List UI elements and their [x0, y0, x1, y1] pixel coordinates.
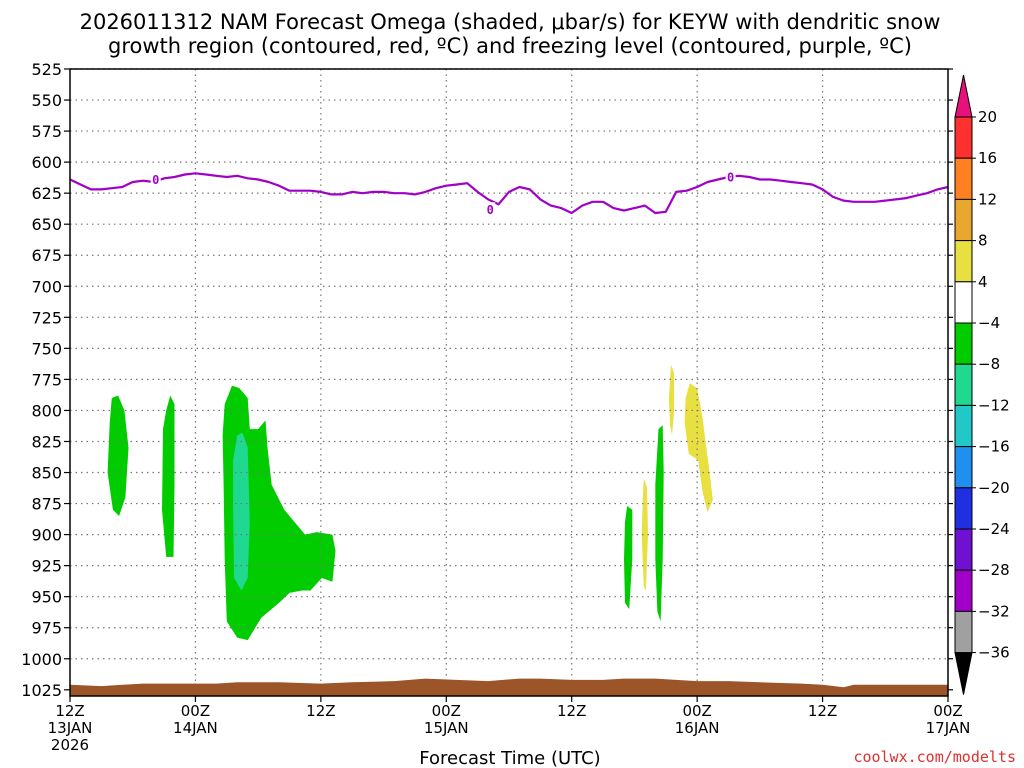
omega-region-1 [107, 395, 129, 516]
colorbar-label-3: 12 [978, 190, 997, 208]
colorbar-segment-1 [954, 116, 973, 159]
colorbar-segment-5 [954, 281, 973, 324]
plot-background [70, 69, 948, 696]
y-tick-label-875: 875 [31, 495, 62, 514]
x-tick-label-72-1: 12Z [808, 702, 837, 720]
omega-region-8 [668, 364, 675, 436]
plot-frame [69, 68, 949, 697]
colorbar-label-12: −28 [978, 561, 1010, 579]
y-tick-label-1000: 1000 [21, 650, 62, 669]
x-tick-label-48-1: 12Z [557, 702, 586, 720]
x-tick-label-12-2: 14JAN [173, 719, 218, 737]
omega-shading [107, 364, 713, 641]
y-tick-label-525: 525 [31, 60, 62, 79]
plot-border [69, 68, 949, 697]
x-tick-label-0-2: 13JAN [48, 719, 93, 737]
contour-label-bg-2 [485, 202, 496, 216]
freezing-level-line [69, 172, 949, 215]
x-tick-label-84-1: 00Z [933, 702, 962, 720]
colorbar: 20 16 12 8 4 −4 −8 −12 −16 −20 −24 −28 −32 −36 [954, 74, 1010, 695]
colorbar-segment-9 [954, 446, 973, 489]
x-tick-label-0-3: 2026 [51, 736, 89, 754]
colorbar-segment-6 [954, 322, 973, 365]
y-tick-label-775: 775 [31, 370, 62, 389]
omega-region-5 [624, 506, 633, 610]
y-tick-label-600: 600 [31, 153, 62, 172]
colorbar-label-1: 20 [978, 108, 997, 126]
x-tick-label-0-1: 12Z [55, 702, 84, 720]
colorbar-segment-7 [954, 363, 973, 406]
colorbar-label-11: −24 [978, 520, 1010, 538]
grid-lines [70, 68, 948, 696]
colorbar-label-9: −16 [978, 438, 1010, 456]
omega-region-6 [655, 425, 664, 622]
colorbar-segment-8 [954, 404, 973, 448]
y-tick-label-1025: 1025 [21, 681, 62, 700]
colorbar-top-arrow [954, 74, 973, 118]
terrain-fill [70, 678, 948, 696]
x-tick-label-60-1: 00Z [682, 702, 711, 720]
y-tick-label-975: 975 [31, 619, 62, 638]
colorbar-segment-3 [954, 198, 973, 242]
colorbar-bottom-arrow [954, 652, 973, 695]
colorbar-segment-4 [954, 240, 973, 283]
omega-region-9 [684, 383, 713, 513]
omega-region-2 [162, 395, 175, 557]
y-tick-label-725: 725 [31, 308, 62, 327]
omega-region-4 [233, 432, 250, 591]
colorbar-label-5: 4 [978, 273, 988, 291]
colorbar-segment-13 [954, 610, 973, 654]
terrain-area [70, 678, 948, 696]
credit-text: coolwx.com/modelts [853, 748, 1016, 766]
chart-title-line-1: 2026011312 NAM Forecast Omega (shaded, μ… [80, 10, 941, 34]
colorbar-label-14: −36 [978, 644, 1010, 662]
y-tick-label-550: 550 [31, 91, 62, 110]
x-tick-label-12-1: 00Z [181, 702, 210, 720]
x-tick-label-60-2: 16JAN [675, 719, 720, 737]
freezing-level-label-1: 0 [152, 173, 159, 187]
y-tick-label-575: 575 [31, 122, 62, 141]
colorbar-label-10: −20 [978, 479, 1010, 497]
y-axis-ticks: 525 550 575 600 625 650 675 700 725 750 775 800 825 8… [21, 60, 953, 700]
colorbar-label-8: −12 [978, 396, 1010, 414]
y-tick-label-850: 850 [31, 464, 62, 483]
x-tick-label-84-2: 17JAN [926, 719, 971, 737]
omega-region-3 [222, 385, 336, 641]
x-axis-title: Forecast Time (UTC) [419, 748, 600, 768]
y-tick-label-700: 700 [31, 277, 62, 296]
colorbar-label-2: 16 [978, 149, 997, 167]
colorbar-label-6: −4 [978, 314, 1000, 332]
y-tick-label-800: 800 [31, 401, 62, 420]
y-tick-label-675: 675 [31, 246, 62, 265]
colorbar-segment-10 [954, 487, 973, 530]
colorbar-segment-2 [954, 157, 973, 200]
y-tick-label-750: 750 [31, 339, 62, 358]
x-tick-label-36-1: 00Z [432, 702, 461, 720]
colorbar-segment-11 [954, 528, 973, 571]
colorbar-label-13: −32 [978, 602, 1010, 620]
contour-label-bg-1 [150, 172, 161, 186]
freezing-level-contour: 0 0 0 [69, 170, 949, 217]
y-tick-label-825: 825 [31, 432, 62, 451]
chart-title-line-2: growth region (contoured, red, ºC) and f… [108, 34, 912, 58]
colorbar-label-7: −8 [978, 355, 1000, 373]
colorbar-segment-12 [954, 569, 973, 612]
y-tick-label-625: 625 [31, 184, 62, 203]
y-tick-label-650: 650 [31, 215, 62, 234]
colorbar-label-4: 8 [978, 232, 988, 250]
x-tick-label-36-2: 15JAN [424, 719, 469, 737]
freezing-level-label-3: 0 [727, 171, 734, 185]
omega-region-7 [641, 478, 648, 591]
contour-label-bg-3 [725, 170, 736, 184]
y-tick-label-900: 900 [31, 526, 62, 545]
y-tick-label-950: 950 [31, 588, 62, 607]
freezing-level-label-2: 0 [487, 203, 494, 217]
plot-area [70, 69, 948, 696]
y-tick-label-925: 925 [31, 557, 62, 576]
x-tick-label-24-1: 12Z [306, 702, 335, 720]
